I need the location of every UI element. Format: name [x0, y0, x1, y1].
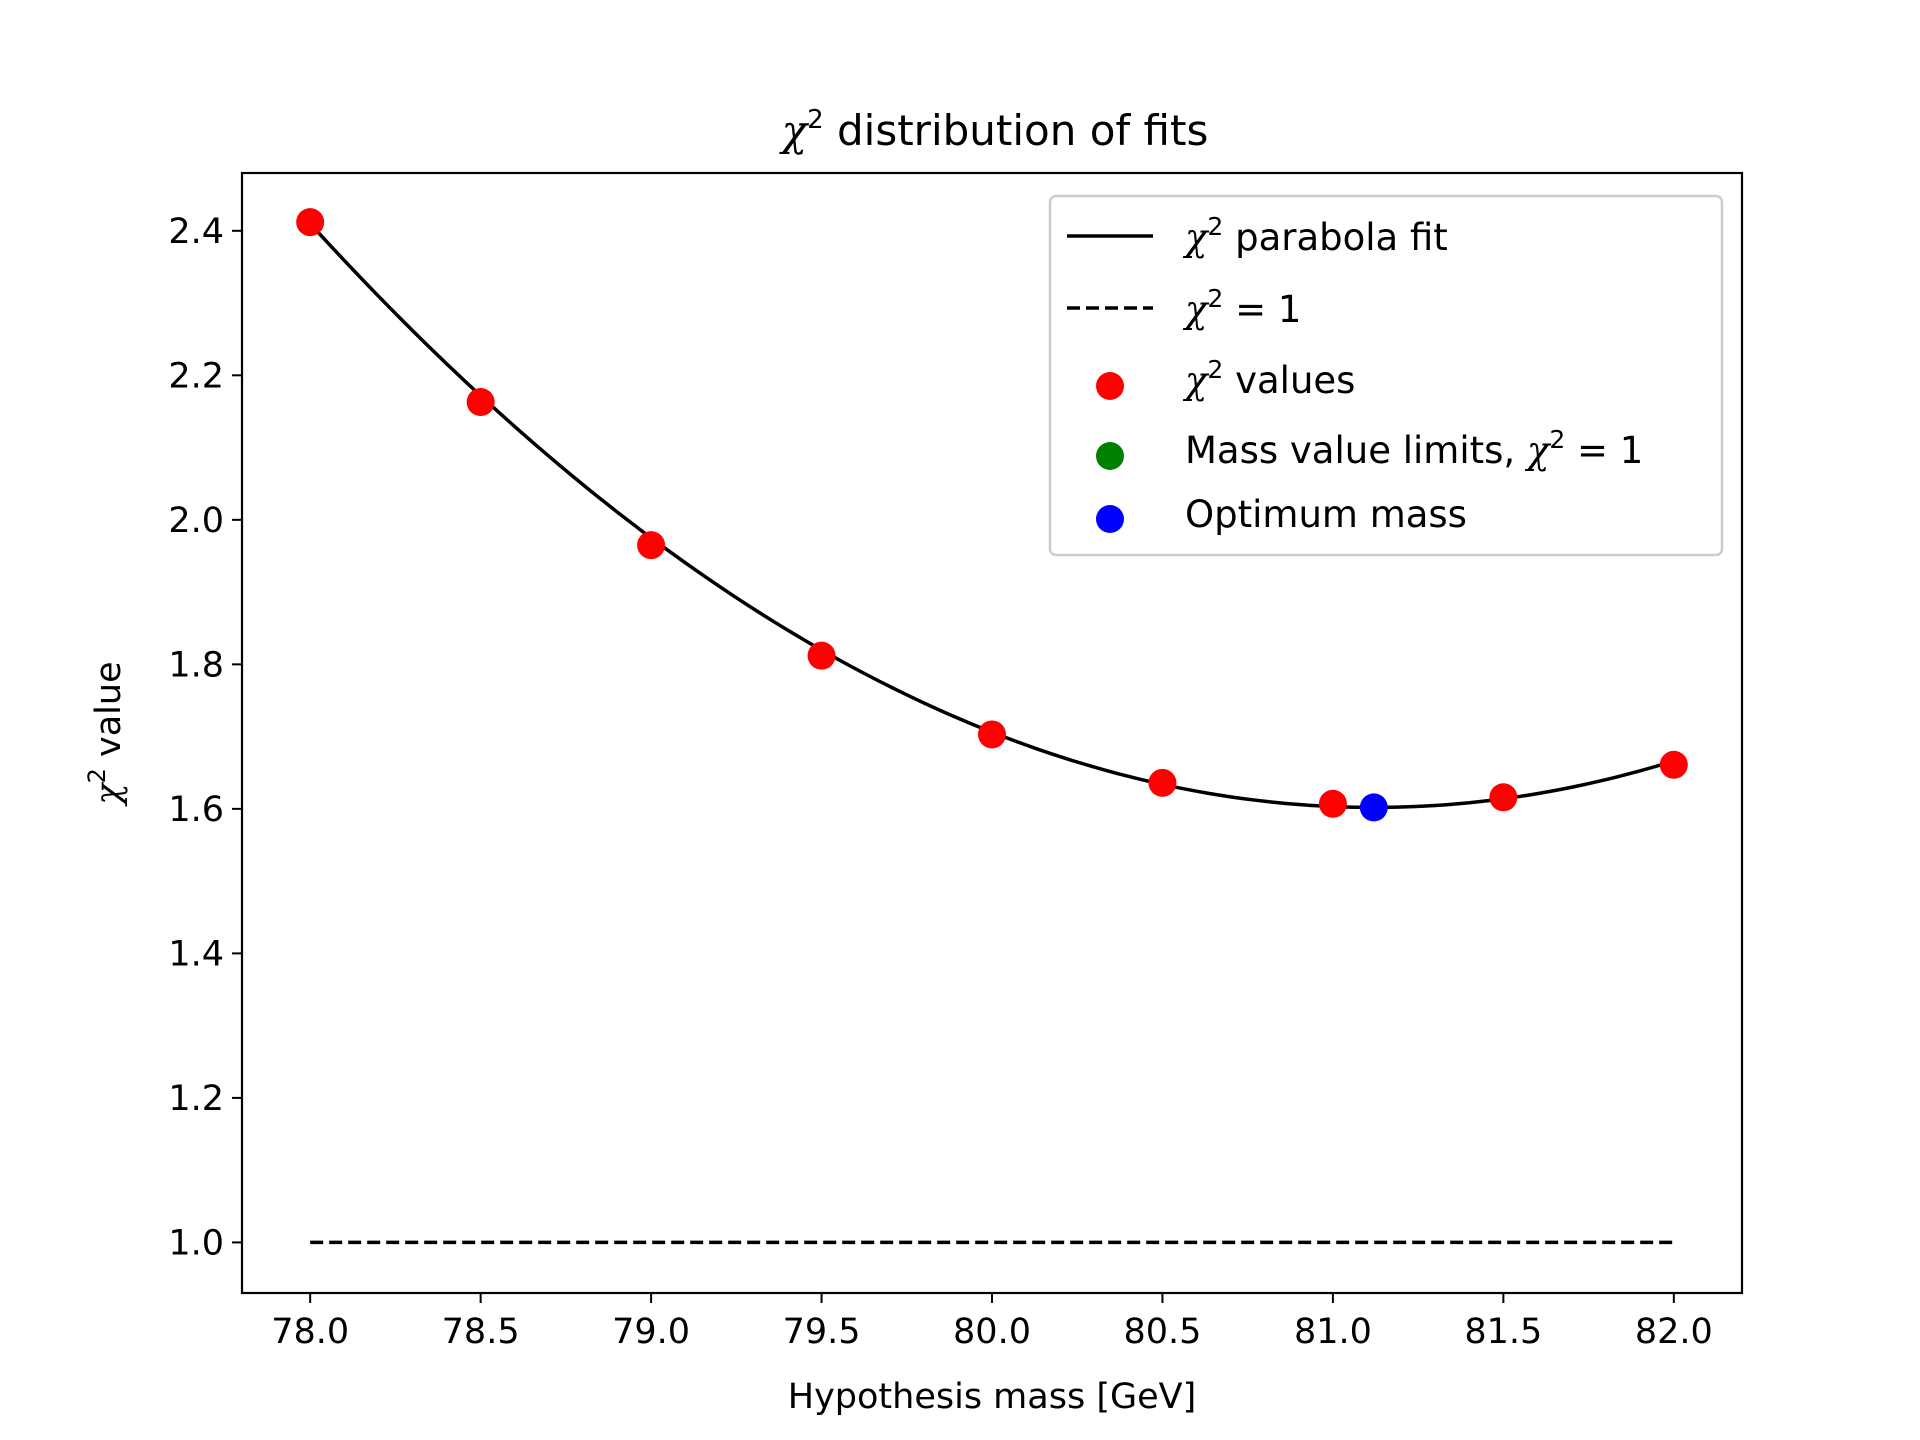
- plot-points: [296, 208, 1688, 822]
- y-tick-label: 1.6: [168, 790, 224, 830]
- legend: χ2 parabola fit χ2 = 1 χ2 values Mass va…: [1048, 194, 1724, 557]
- legend-prefix-4: Mass value limits,: [1185, 429, 1527, 472]
- chart-title: χ2 distribution of fits: [779, 105, 1209, 155]
- legend-symbol-4: χ: [1524, 429, 1552, 472]
- legend-label-chi2-equals-1: χ2 = 1: [1182, 284, 1301, 331]
- chart-title-text: distribution of fits: [824, 106, 1209, 155]
- legend-label-mass-limits: Mass value limits, χ2 = 1: [1185, 425, 1643, 472]
- legend-superscript-1: 2: [1207, 212, 1223, 241]
- x-tick-label: 78.0: [271, 1312, 349, 1352]
- x-axis-ticks: 78.0 78.5 79.0 79.5 80.0 80.5 81.0 81.5 82.0: [271, 1293, 1713, 1352]
- legend-label-chi2-values: χ2 values: [1182, 355, 1355, 402]
- x-axis-title: Hypothesis mass [GeV]: [788, 1377, 1196, 1417]
- y-tick-label: 2.2: [168, 356, 224, 396]
- x-tick-label: 81.0: [1294, 1312, 1372, 1352]
- y-tick-label: 1.4: [168, 934, 224, 974]
- y-tick-label: 2.0: [168, 501, 224, 541]
- y-axis-title-text: value: [89, 661, 129, 768]
- data-point-series-2-7: [1489, 783, 1518, 812]
- legend-text-5: Optimum mass: [1185, 493, 1467, 536]
- x-tick-label: 80.5: [1123, 1312, 1201, 1352]
- x-tick-label: 81.5: [1464, 1312, 1542, 1352]
- legend-label-optimum-mass: Optimum mass: [1185, 493, 1467, 536]
- legend-superscript-4: 2: [1549, 425, 1565, 454]
- y-axis-ticks: 1.0 1.2 1.4 1.6 1.8 2.0 2.2 2.4: [168, 212, 242, 1263]
- y-tick-label: 1.0: [168, 1223, 224, 1263]
- data-point-series-2-3: [807, 641, 836, 670]
- data-point-series-2-6: [1318, 789, 1347, 818]
- chart-title-symbol: χ: [779, 106, 810, 155]
- legend-marker-chi2-values: [1096, 372, 1124, 400]
- y-tick-label: 1.2: [168, 1079, 224, 1119]
- x-tick-label: 79.0: [612, 1312, 690, 1352]
- y-axis-title-symbol: χ: [89, 782, 129, 808]
- x-tick-label: 79.5: [783, 1312, 861, 1352]
- legend-box: [1048, 194, 1724, 557]
- y-axis-title-superscript: 2: [83, 768, 111, 783]
- y-axis-title: χ2 value: [83, 661, 129, 807]
- legend-label-parabola-fit: χ2 parabola fit: [1182, 212, 1448, 259]
- data-point-series-2-2: [637, 531, 666, 560]
- y-tick-label: 2.4: [168, 212, 224, 252]
- legend-text-1: parabola fit: [1223, 216, 1447, 259]
- y-tick-label: 1.8: [168, 645, 224, 685]
- data-point-series-2-1: [466, 388, 495, 417]
- legend-text-4: = 1: [1565, 429, 1643, 472]
- data-point-series-2-0: [296, 208, 325, 237]
- legend-superscript-3: 2: [1207, 355, 1223, 384]
- data-point-series-2-4: [978, 720, 1006, 749]
- legend-superscript-2: 2: [1207, 284, 1223, 313]
- x-tick-label: 80.0: [953, 1312, 1031, 1352]
- legend-marker-mass-limits: [1096, 442, 1124, 470]
- chart-title-superscript: 2: [807, 105, 824, 135]
- legend-marker-optimum-mass: [1096, 505, 1124, 533]
- x-tick-label: 82.0: [1635, 1312, 1713, 1352]
- data-point-series-4-0: [1359, 793, 1388, 822]
- x-tick-label: 78.5: [442, 1312, 520, 1352]
- legend-symbol-2: χ: [1182, 288, 1210, 331]
- legend-text-3: values: [1223, 359, 1355, 402]
- data-point-series-2-5: [1148, 768, 1177, 797]
- legend-symbol-3: χ: [1182, 359, 1210, 402]
- legend-text-2: = 1: [1223, 288, 1301, 331]
- data-point-series-2-8: [1659, 750, 1688, 779]
- legend-symbol-1: χ: [1182, 216, 1210, 259]
